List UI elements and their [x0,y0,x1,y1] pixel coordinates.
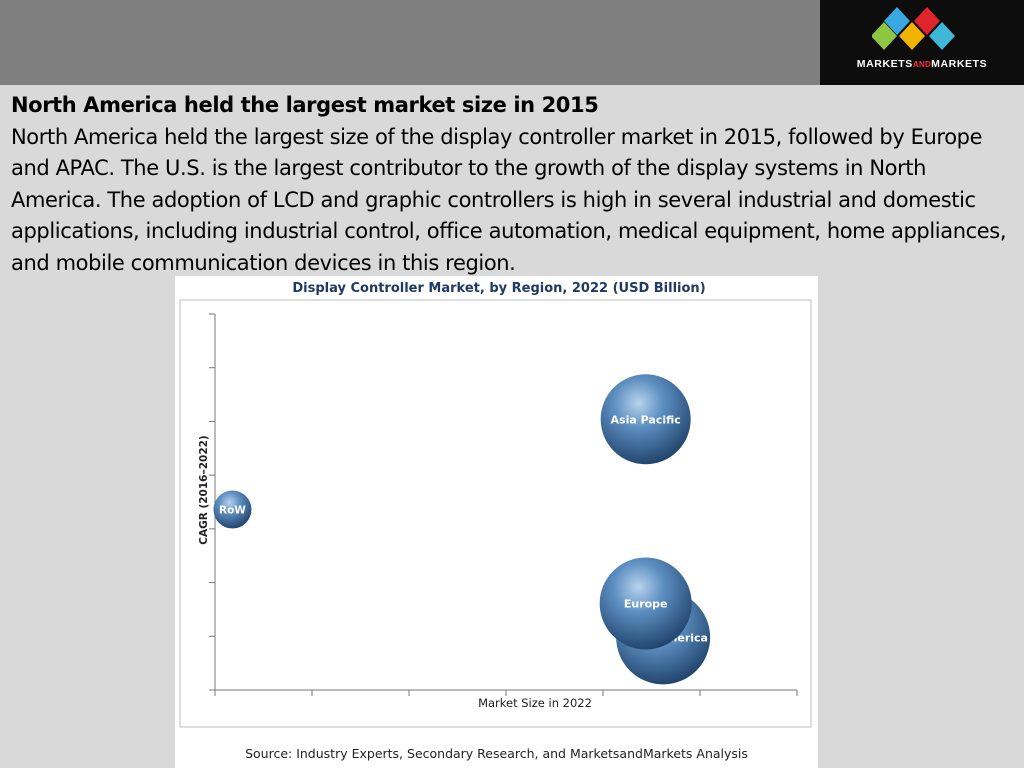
slide-body: North America held the largest size of t… [11,124,1007,275]
bubble-europe: Europe [599,557,692,650]
logo-text: MARKETSANDMARKETS [856,58,988,70]
bubble-row: RoW [213,490,252,529]
x-axis-label: Market Size in 2022 [478,696,592,710]
bubble-mark [600,374,691,465]
logo-diamonds-icon [872,7,955,50]
bubble-asia-pacific: Asia Pacific [600,374,691,465]
slide-text: North America held the largest market si… [11,90,1016,279]
marketsandmarkets-logo: MARKETSANDMARKETS [820,0,1024,85]
chart-source: Source: Industry Experts, Secondary Rese… [245,746,748,761]
y-axis-label: CAGR (2016–2022) [198,435,210,545]
slide-heading: North America held the largest market si… [11,93,599,117]
chart-card: Display Controller Market, by Region, 20… [175,276,818,768]
bubble-mark [213,490,252,529]
bubble-label: RoW [219,505,246,517]
bubble-label: Asia Pacific [611,413,681,426]
bubble-label: Europe [624,598,668,611]
plot-frame [179,299,812,728]
bubble-mark [599,557,692,650]
bubble-chart: Display Controller Market, by Region, 20… [179,281,812,728]
chart-title: Display Controller Market, by Region, 20… [292,281,705,296]
